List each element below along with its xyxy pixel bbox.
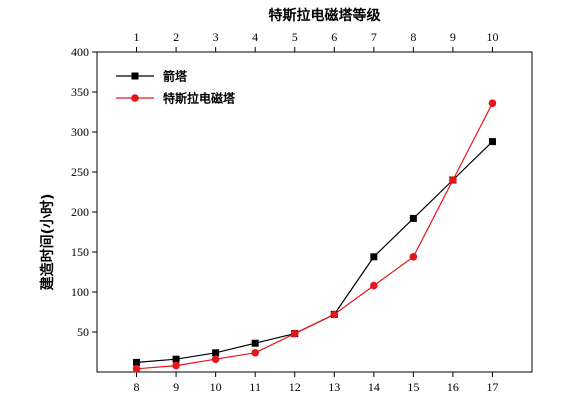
y-tick-label: 150 bbox=[71, 245, 89, 259]
series-2-point bbox=[330, 310, 339, 319]
series-1-point bbox=[133, 358, 141, 366]
legend-marker bbox=[131, 72, 139, 80]
series-1-line bbox=[136, 141, 493, 363]
legend-marker bbox=[131, 94, 139, 102]
series-1-point bbox=[409, 214, 417, 222]
y-tick-label: 300 bbox=[71, 125, 89, 139]
series-1-point bbox=[488, 138, 496, 146]
y-tick-label: 350 bbox=[71, 85, 89, 99]
series-2-point bbox=[449, 176, 457, 184]
top-tick-label: 1 bbox=[134, 30, 140, 44]
bottom-axis: 8 9 10 11 12 13 14 15 16 17 bbox=[134, 372, 498, 394]
legend-label: 箭塔 bbox=[163, 69, 188, 84]
bottom-tick-label: 11 bbox=[249, 380, 261, 394]
top-tick-label: 9 bbox=[450, 30, 456, 44]
series-1-point bbox=[212, 349, 220, 357]
left-axis: 50 100 150 200 250 300 350 400 bbox=[71, 45, 97, 339]
series-1-point bbox=[251, 339, 259, 347]
series-2-point bbox=[132, 365, 141, 373]
top-tick-label: 7 bbox=[371, 30, 377, 44]
y-tick-label: 100 bbox=[71, 285, 89, 299]
y-tick-label: 400 bbox=[71, 45, 89, 59]
legend-item-2: 特斯拉电磁塔 bbox=[116, 91, 236, 106]
bottom-tick-label: 13 bbox=[328, 380, 340, 394]
bottom-tick-label: 10 bbox=[210, 380, 222, 394]
series-2-point bbox=[211, 355, 220, 364]
legend-label: 特斯拉电磁塔 bbox=[163, 91, 236, 106]
y-axis-title: 建造时间(小时) bbox=[39, 194, 56, 291]
series-layer bbox=[132, 99, 497, 373]
bottom-tick-label: 15 bbox=[407, 380, 419, 394]
bottom-tick-label: 9 bbox=[173, 380, 179, 394]
top-tick-label: 2 bbox=[173, 30, 179, 44]
series-2-line bbox=[136, 102, 493, 370]
top-tick-label: 8 bbox=[410, 30, 416, 44]
top-axis-title: 特斯拉电磁塔等级 bbox=[269, 7, 382, 24]
top-tick-label: 4 bbox=[252, 30, 258, 44]
series-1 bbox=[133, 138, 496, 366]
y-tick-label: 250 bbox=[71, 165, 89, 179]
bottom-tick-label: 14 bbox=[368, 380, 380, 394]
series-1-point bbox=[370, 253, 378, 261]
legend-item-1: 箭塔 bbox=[116, 69, 188, 84]
top-tick-label: 6 bbox=[331, 30, 337, 44]
series-2-point bbox=[370, 281, 378, 290]
top-axis: 1 2 3 4 5 6 7 8 9 10 bbox=[134, 30, 498, 52]
series-2-point bbox=[172, 361, 180, 370]
bottom-tick-label: 16 bbox=[447, 380, 459, 394]
top-tick-label: 10 bbox=[486, 30, 498, 44]
series-2-point bbox=[409, 252, 418, 261]
bottom-tick-label: 8 bbox=[134, 380, 140, 394]
series-2-point bbox=[488, 99, 497, 107]
top-tick-label: 3 bbox=[213, 30, 219, 44]
top-tick-label: 5 bbox=[292, 30, 298, 44]
series-2-point bbox=[251, 349, 259, 357]
bottom-tick-label: 17 bbox=[486, 380, 498, 394]
series-2-point bbox=[290, 329, 299, 338]
y-tick-label: 200 bbox=[71, 205, 89, 219]
y-tick-label: 50 bbox=[77, 325, 89, 339]
series-1-point bbox=[172, 355, 180, 363]
bottom-tick-label: 12 bbox=[289, 380, 301, 394]
series-2 bbox=[132, 99, 497, 373]
